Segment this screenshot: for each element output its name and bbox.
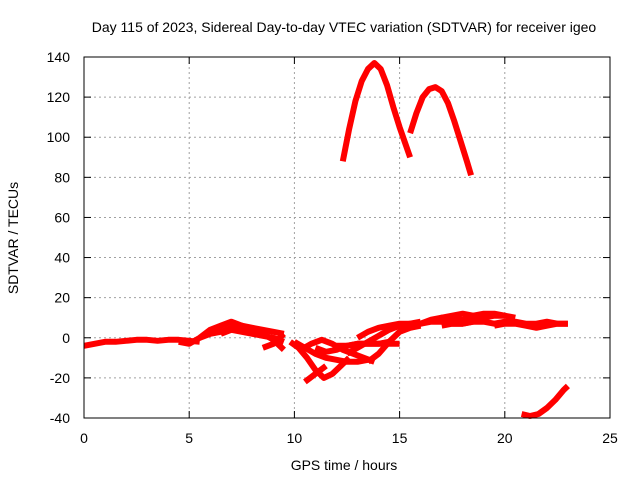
series-trace-19 [493, 320, 568, 331]
series-trace-21 [407, 84, 474, 177]
y-tick-label: 120 [47, 89, 71, 105]
axis-ticks [83, 56, 611, 419]
x-tick-label: 5 [185, 430, 193, 446]
y-tick-label: -40 [50, 410, 70, 426]
series-trace-8 [303, 363, 328, 385]
y-tick-label: 60 [54, 209, 70, 225]
x-tick-label: 0 [80, 430, 88, 446]
x-axis-label: GPS time / hours [291, 457, 398, 473]
series-trace-6 [261, 331, 286, 351]
chart-title: Day 115 of 2023, Sidereal Day-to-day VTE… [92, 19, 597, 35]
series-trace-20 [339, 60, 413, 162]
y-tick-label: 80 [54, 169, 70, 185]
y-axis-label: SDTVAR / TECUs [5, 182, 21, 294]
y-tick-label: 0 [62, 330, 70, 346]
series-group [83, 60, 570, 419]
x-axis: 0 5 10 15 20 25 [80, 430, 618, 446]
y-axis: -40 -20 0 20 40 60 80 100 120 140 [47, 49, 71, 426]
series-trace-22 [520, 383, 570, 419]
y-tick-label: -20 [50, 370, 70, 386]
y-tick-label: 20 [54, 290, 70, 306]
x-tick-label: 20 [497, 430, 513, 446]
y-tick-label: 100 [47, 129, 71, 145]
x-tick-label: 25 [602, 430, 618, 446]
x-tick-label: 10 [287, 430, 303, 446]
grid [84, 57, 610, 418]
y-tick-label: 40 [54, 250, 70, 266]
x-tick-label: 15 [392, 430, 408, 446]
plot-frame [83, 56, 611, 419]
series-trace-17 [430, 310, 506, 325]
y-tick-label: 140 [47, 49, 71, 65]
